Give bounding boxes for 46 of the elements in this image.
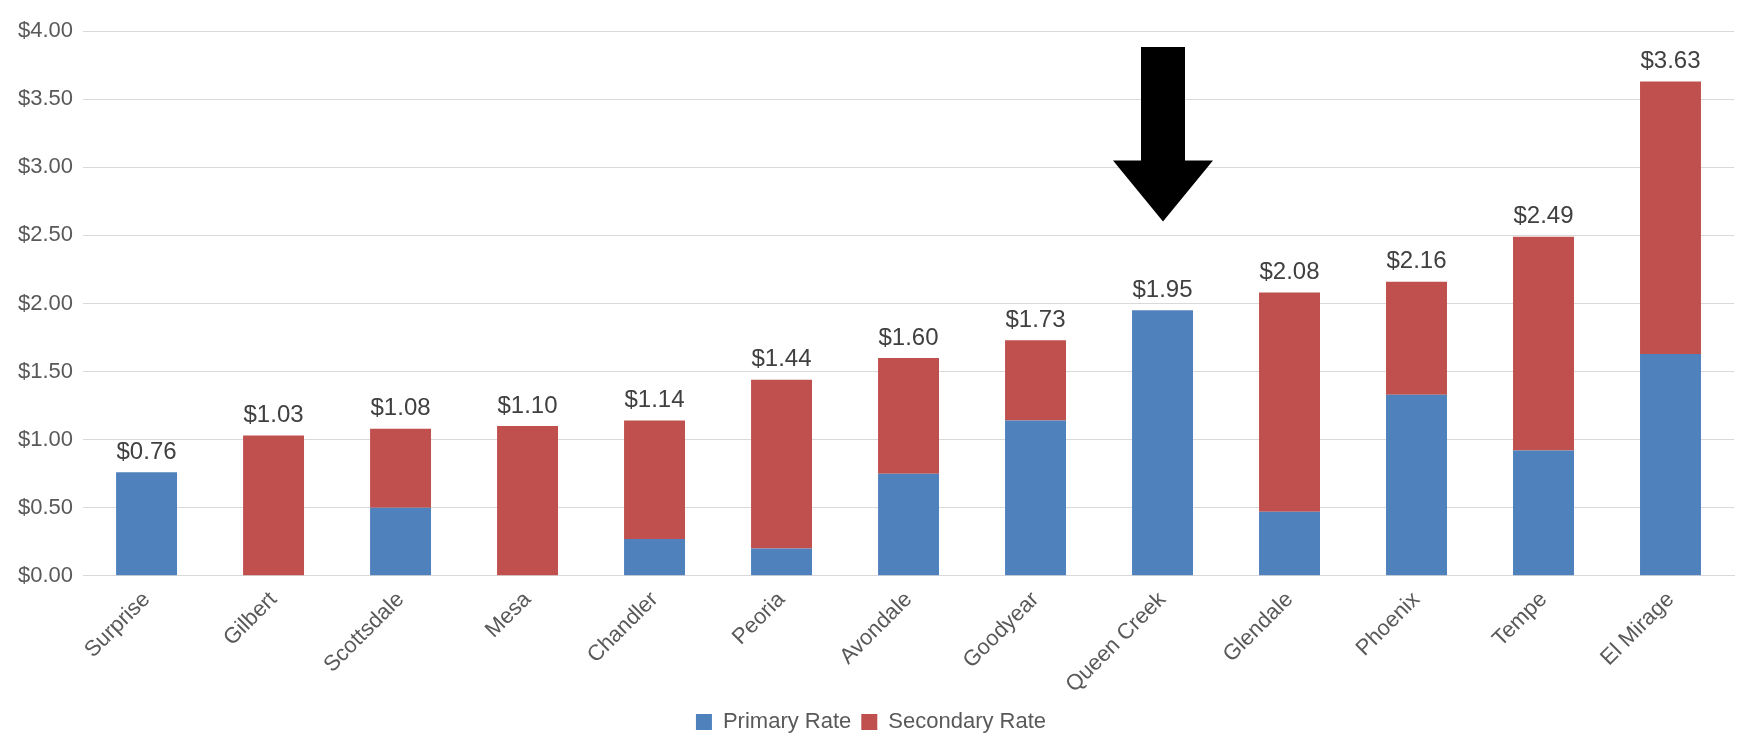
bar (1640, 81, 1701, 354)
y-tick-label: $3.00 (17, 153, 74, 179)
bar (878, 473, 940, 576)
bar (497, 426, 559, 576)
bar (1259, 511, 1320, 576)
total-label: $1.60 (878, 322, 939, 350)
bar (751, 379, 813, 549)
total-label: $1.95 (1132, 274, 1193, 302)
total-label: $0.76 (116, 436, 177, 464)
y-tick-label: $2.00 (17, 289, 74, 315)
bar (878, 357, 940, 474)
y-tick-label: $4.00 (17, 17, 74, 43)
y-tick-label: $2.50 (17, 221, 74, 247)
bar (1513, 236, 1574, 451)
total-label: $1.08 (370, 393, 431, 421)
bar (1005, 340, 1066, 421)
total-label: $1.44 (751, 344, 812, 372)
y-tick-label: $0.00 (17, 561, 74, 587)
total-label: $1.14 (624, 385, 685, 413)
bar (116, 472, 178, 576)
y-tick-label: $3.50 (17, 85, 74, 111)
legend-label: Primary Rate (722, 708, 852, 734)
y-tick-label: $0.50 (17, 493, 74, 519)
total-label: $2.08 (1259, 257, 1320, 285)
bar (1513, 450, 1574, 576)
bar (751, 548, 813, 576)
y-tick-label: $1.50 (17, 357, 74, 383)
bar (370, 507, 432, 576)
bar (1259, 292, 1320, 512)
total-label: $1.03 (243, 400, 304, 428)
bar (1386, 394, 1447, 576)
bar (624, 420, 686, 540)
bar (370, 428, 432, 508)
total-label: $3.63 (1640, 46, 1701, 74)
bar (1132, 310, 1193, 576)
bar (1005, 420, 1066, 576)
bar (624, 539, 686, 576)
total-label: $2.49 (1513, 201, 1574, 229)
bar (243, 435, 305, 576)
total-label: $1.73 (1005, 304, 1066, 332)
bar (1640, 353, 1701, 576)
y-tick-label: $1.00 (17, 425, 74, 451)
bar (1386, 281, 1447, 395)
total-label: $1.10 (497, 390, 558, 418)
total-label: $2.16 (1386, 246, 1447, 274)
legend-label: Secondary Rate (888, 708, 1047, 734)
